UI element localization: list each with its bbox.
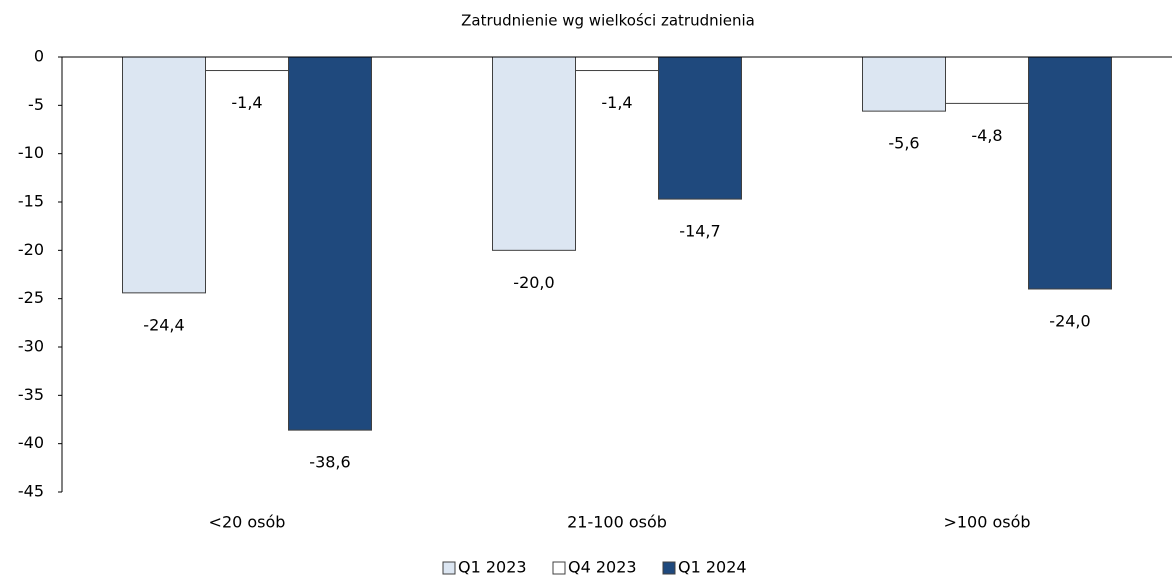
y-tick-label: -35 <box>18 385 44 404</box>
bar <box>205 56 289 72</box>
chart-title: Zatrudnienie wg wielkości zatrudnienia <box>461 12 755 30</box>
y-tick-label: -25 <box>18 288 44 307</box>
value-label: -38,6 <box>309 453 350 472</box>
legend-swatch <box>552 561 566 575</box>
legend-label: Q1 2024 <box>678 558 747 577</box>
value-label: -20,0 <box>513 273 554 292</box>
value-label: -24,0 <box>1049 312 1090 331</box>
value-label: -1,4 <box>231 93 262 112</box>
bar <box>862 56 946 112</box>
value-label: -4,8 <box>971 126 1002 145</box>
bar <box>658 56 742 200</box>
value-label: -1,4 <box>601 93 632 112</box>
bar <box>122 56 206 294</box>
x-tick-label: <20 osób <box>209 513 286 532</box>
value-label: -24,4 <box>143 315 184 334</box>
bar <box>575 56 659 72</box>
legend-swatch <box>662 561 676 575</box>
y-tick-label: 0 <box>34 47 44 66</box>
y-tick-label: -5 <box>28 95 44 114</box>
legend-label: Q1 2023 <box>458 558 527 577</box>
y-tick-label: -10 <box>18 143 44 162</box>
x-tick-label: >100 osób <box>943 513 1030 532</box>
y-tick-label: -20 <box>18 240 44 259</box>
y-tick-label: -15 <box>18 192 44 211</box>
x-tick-label: 21-100 osób <box>567 513 667 532</box>
plot <box>122 56 1112 431</box>
y-tick-label: -45 <box>18 482 44 501</box>
y-tick-label: -40 <box>18 433 44 452</box>
bar <box>1028 56 1112 290</box>
value-label: -14,7 <box>679 222 720 241</box>
bar <box>945 56 1029 104</box>
bar <box>288 56 372 431</box>
value-label: -5,6 <box>888 134 919 153</box>
y-tick-label: -30 <box>18 337 44 356</box>
legend-swatch <box>442 561 456 575</box>
legend-label: Q4 2023 <box>568 558 637 577</box>
bar <box>492 56 576 251</box>
